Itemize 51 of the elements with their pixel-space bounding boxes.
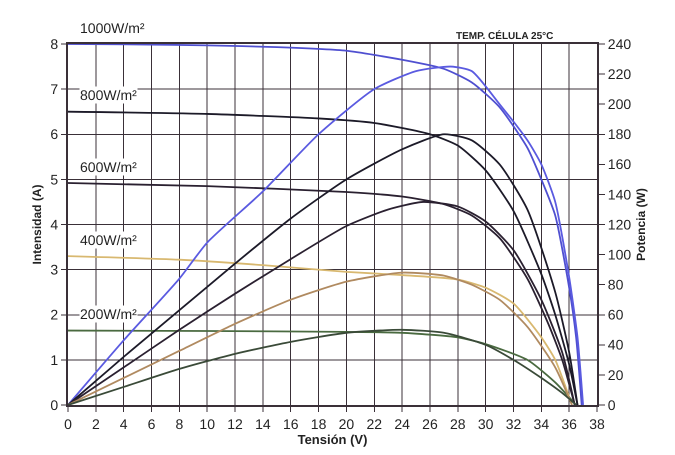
x-tick-label: 20 xyxy=(338,416,354,432)
y-tick-label: 0 xyxy=(50,396,58,413)
y-tick-label: 6 xyxy=(50,126,58,142)
x-tick-label: 10 xyxy=(199,416,216,432)
y-tick-label: 5 xyxy=(50,171,58,188)
y2-tick-label: 40 xyxy=(608,336,624,353)
x-tick-label: 16 xyxy=(282,416,299,432)
y2-tick-label: 0 xyxy=(608,396,616,413)
x-tick-label: 18 xyxy=(310,416,327,432)
y2-tick-label: 100 xyxy=(608,246,632,262)
x-tick-label: 22 xyxy=(366,416,382,432)
y2-tick-label: 240 xyxy=(608,36,632,52)
y2-tick-label: 20 xyxy=(608,366,624,383)
x-tick-label: 2 xyxy=(92,416,100,432)
y2-tick-label: 60 xyxy=(608,306,624,323)
annotation: 800W/m² xyxy=(80,87,138,103)
x-tick-label: 28 xyxy=(450,416,466,432)
x-tick-label: 32 xyxy=(506,416,522,432)
y-tick-label: 7 xyxy=(50,81,58,98)
y-axis-title: Intensidad (A) xyxy=(30,184,44,264)
x-tick-label: 14 xyxy=(255,416,271,432)
x-tick-label: 6 xyxy=(148,416,156,432)
y2-axis-title: Potencia (W) xyxy=(634,188,648,261)
annotation: 600W/m² xyxy=(80,159,138,175)
x-tick-label: 38 xyxy=(589,416,605,432)
x-tick-label: 30 xyxy=(478,416,494,432)
x-axis-title: Tensión (V) xyxy=(298,432,368,447)
y2-tick-label: 140 xyxy=(608,186,632,202)
annotation: 200W/m² xyxy=(80,306,138,322)
chart-title: TEMP. CÉLULA 25°C xyxy=(456,30,554,42)
x-tick-label: 36 xyxy=(561,416,578,432)
x-tick-label: 26 xyxy=(422,416,438,432)
y-tick-label: 2 xyxy=(50,306,58,323)
y2-tick-label: 220 xyxy=(608,66,632,82)
x-tick-label: 12 xyxy=(227,416,244,432)
y2-tick-label: 160 xyxy=(608,156,632,172)
x-tick-label: 34 xyxy=(534,416,550,432)
x-tick-label: 24 xyxy=(394,416,410,432)
x-tick-label: 0 xyxy=(64,416,72,432)
y2-tick-label: 180 xyxy=(608,126,632,142)
y2-tick-label: 120 xyxy=(608,216,632,232)
y2-tick-label: 80 xyxy=(608,276,624,293)
y-tick-label: 4 xyxy=(50,216,58,232)
y-tick-label: 8 xyxy=(50,36,58,52)
annotation: 400W/m² xyxy=(80,232,138,248)
y-tick-label: 1 xyxy=(50,352,58,368)
x-tick-label: 8 xyxy=(175,416,184,432)
x-tick-label: 4 xyxy=(120,416,128,432)
y2-tick-label: 200 xyxy=(608,96,632,112)
y-tick-label: 3 xyxy=(50,262,58,278)
text: 1000W/m² xyxy=(80,20,145,36)
